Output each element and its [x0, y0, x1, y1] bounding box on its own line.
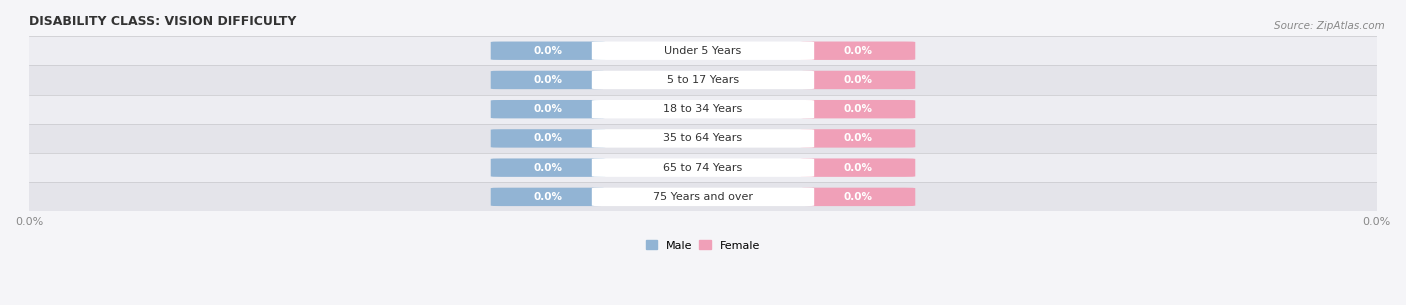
Text: 0.0%: 0.0% — [533, 133, 562, 143]
Bar — [30, 153, 1376, 182]
FancyBboxPatch shape — [491, 71, 606, 89]
Text: 35 to 64 Years: 35 to 64 Years — [664, 133, 742, 143]
FancyBboxPatch shape — [592, 188, 814, 206]
FancyBboxPatch shape — [800, 188, 915, 206]
FancyBboxPatch shape — [491, 100, 606, 118]
FancyBboxPatch shape — [592, 129, 814, 148]
Text: 75 Years and over: 75 Years and over — [652, 192, 754, 202]
FancyBboxPatch shape — [491, 129, 606, 148]
Legend: Male, Female: Male, Female — [641, 236, 765, 255]
Bar — [30, 124, 1376, 153]
Text: Source: ZipAtlas.com: Source: ZipAtlas.com — [1274, 21, 1385, 31]
FancyBboxPatch shape — [592, 41, 814, 60]
Text: 0.0%: 0.0% — [533, 163, 562, 173]
Text: 0.0%: 0.0% — [844, 192, 873, 202]
Text: 0.0%: 0.0% — [533, 46, 562, 56]
Text: 5 to 17 Years: 5 to 17 Years — [666, 75, 740, 85]
Bar — [30, 65, 1376, 95]
Bar — [30, 36, 1376, 65]
FancyBboxPatch shape — [592, 158, 814, 177]
Text: 0.0%: 0.0% — [533, 192, 562, 202]
FancyBboxPatch shape — [491, 158, 606, 177]
FancyBboxPatch shape — [800, 158, 915, 177]
Text: 0.0%: 0.0% — [844, 133, 873, 143]
Text: Under 5 Years: Under 5 Years — [665, 46, 741, 56]
FancyBboxPatch shape — [592, 100, 814, 118]
Text: 0.0%: 0.0% — [533, 75, 562, 85]
Text: 0.0%: 0.0% — [844, 163, 873, 173]
Text: 18 to 34 Years: 18 to 34 Years — [664, 104, 742, 114]
Text: DISABILITY CLASS: VISION DIFFICULTY: DISABILITY CLASS: VISION DIFFICULTY — [30, 15, 297, 28]
FancyBboxPatch shape — [491, 41, 606, 60]
FancyBboxPatch shape — [800, 71, 915, 89]
Bar — [30, 95, 1376, 124]
FancyBboxPatch shape — [592, 71, 814, 89]
FancyBboxPatch shape — [800, 129, 915, 148]
Text: 0.0%: 0.0% — [844, 104, 873, 114]
Text: 0.0%: 0.0% — [844, 75, 873, 85]
FancyBboxPatch shape — [800, 41, 915, 60]
Bar — [30, 182, 1376, 211]
FancyBboxPatch shape — [800, 100, 915, 118]
Text: 65 to 74 Years: 65 to 74 Years — [664, 163, 742, 173]
Text: 0.0%: 0.0% — [533, 104, 562, 114]
Text: 0.0%: 0.0% — [844, 46, 873, 56]
FancyBboxPatch shape — [491, 188, 606, 206]
